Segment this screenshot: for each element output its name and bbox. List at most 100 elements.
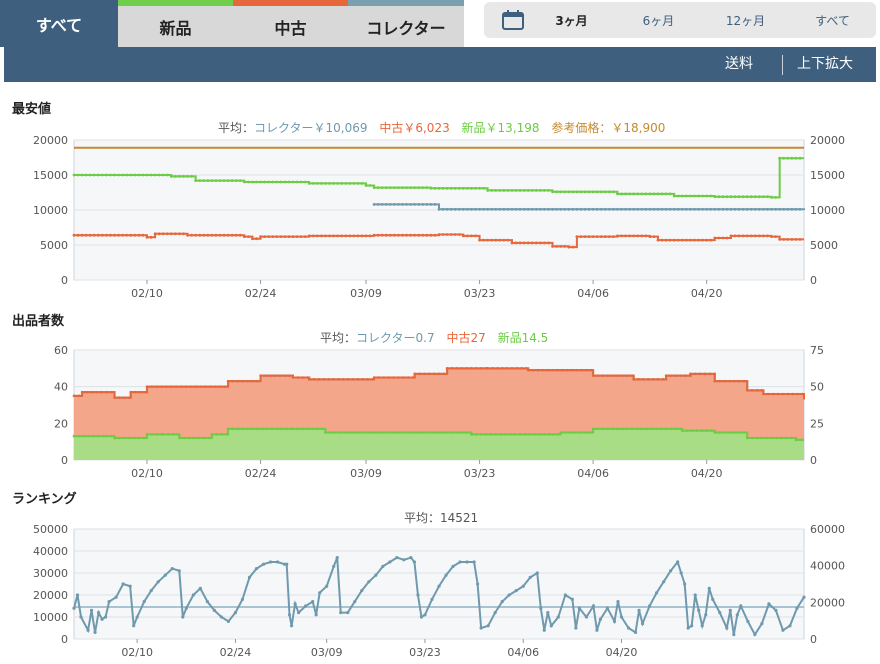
price-point-collector xyxy=(551,207,554,211)
price-legend-used[interactable]: 中古￥6,023 xyxy=(379,121,450,135)
price-point-collector xyxy=(490,207,494,211)
price-point-new xyxy=(121,173,125,177)
ranking-point xyxy=(149,589,153,593)
ranking-point xyxy=(612,619,617,623)
sellers-point-used xyxy=(786,392,790,396)
price-point-new xyxy=(770,196,773,199)
shipping-toggle[interactable]: 送料 xyxy=(725,56,753,72)
price-point-new xyxy=(660,192,664,196)
price-point-collector xyxy=(457,207,461,211)
sellers-point-new xyxy=(105,434,108,438)
sellers-point-used xyxy=(496,367,499,370)
sellers-point-new xyxy=(789,436,793,440)
price-chart[interactable]: 0 5000 10000 15000 20000 0 5000 10000 15000 20000… xyxy=(0,134,880,305)
price-point-collector xyxy=(425,203,429,206)
sellers-point-used xyxy=(199,385,202,388)
price-point-new xyxy=(762,195,765,199)
tab-new[interactable]: 新品 xyxy=(118,0,233,47)
price-point-used xyxy=(774,235,778,238)
price-point-used xyxy=(676,238,680,242)
ranking-point xyxy=(100,617,104,621)
price-point-collector xyxy=(494,207,498,211)
sellers-point-used xyxy=(105,390,108,394)
ranking-point xyxy=(476,582,480,586)
sellers-point-used xyxy=(90,390,94,394)
ranking-point xyxy=(584,615,589,619)
price-point-used xyxy=(141,233,145,237)
ranking-point xyxy=(718,611,722,615)
price-point-new xyxy=(169,175,173,178)
tab-all[interactable]: すべて xyxy=(0,0,118,47)
price-legend-new[interactable]: 新品￥13,198 xyxy=(461,121,540,135)
price-point-new xyxy=(291,180,295,184)
sellers-point-used xyxy=(621,374,624,377)
price-point-new xyxy=(88,173,92,177)
sellers-point-new xyxy=(745,436,749,440)
sellers-point-used xyxy=(470,367,473,370)
ranking-chart-title: ランキング xyxy=(12,492,77,507)
ranking-point xyxy=(626,626,631,630)
sellers-point-used xyxy=(637,378,640,381)
price-point-collector xyxy=(397,203,400,206)
price-point-new xyxy=(178,175,181,178)
sellers-point-used xyxy=(541,368,545,372)
ranking-point xyxy=(96,611,101,615)
sellers-point-new xyxy=(397,431,400,434)
price-point-collector xyxy=(563,207,567,211)
price-point-used xyxy=(636,234,640,238)
price-point-used xyxy=(319,234,323,238)
sellers-point-new xyxy=(270,427,274,431)
price-point-used xyxy=(283,235,287,238)
tab-used[interactable]: 中古 xyxy=(233,0,348,47)
sellers-point-new xyxy=(142,436,146,440)
sellers-point-new xyxy=(760,436,764,440)
sellers-point-used xyxy=(694,372,697,376)
price-point-used xyxy=(782,238,786,241)
range-6-months[interactable]: 6ヶ月 xyxy=(642,13,675,28)
sellers-xtick: 02/24 xyxy=(245,467,277,480)
ranking-point xyxy=(735,613,739,617)
price-legend-reference[interactable]: 参考価格：￥18,900 xyxy=(551,121,666,135)
price-point-used xyxy=(583,235,587,238)
sellers-point-new xyxy=(794,436,798,440)
sellers-legend-new[interactable]: 新品14.5 xyxy=(497,331,549,345)
ranking-point xyxy=(767,602,771,606)
sellers-point-new xyxy=(301,427,305,431)
price-point-used xyxy=(510,241,514,245)
price-point-used xyxy=(388,233,392,237)
price-point-used xyxy=(595,235,599,238)
price-point-new xyxy=(603,190,607,194)
price-point-collector xyxy=(478,207,481,211)
zoom-vertical-toggle[interactable]: 上下拡大 xyxy=(797,56,853,72)
range-12-months[interactable]: 12ヶ月 xyxy=(725,13,766,28)
price-point-used xyxy=(478,238,481,242)
price-point-new xyxy=(697,194,700,198)
range-all[interactable]: すべて xyxy=(815,13,850,28)
price-point-used xyxy=(299,235,303,238)
sellers-chart[interactable]: 0 20 40 60 0 25 50 75 02/10 02/24 03/09 03/23 04/06 0… xyxy=(0,344,880,485)
price-point-collector xyxy=(778,207,782,211)
ranking-point xyxy=(128,584,132,588)
sellers-point-used xyxy=(72,394,76,398)
sellers-point-used xyxy=(184,385,188,388)
price-point-collector xyxy=(680,207,684,211)
price-legend-collector[interactable]: コレクター￥10,069 xyxy=(254,121,368,135)
sellers-point-used xyxy=(406,376,410,379)
ranking-point xyxy=(240,597,245,601)
sellers-legend-used[interactable]: 中古27 xyxy=(446,331,486,345)
price-point-collector xyxy=(616,207,619,211)
price-point-used xyxy=(766,234,769,238)
sellers-point-new xyxy=(251,427,254,431)
ranking-point xyxy=(318,591,322,595)
tab-collector[interactable]: コレクター xyxy=(348,0,464,47)
ranking-chart[interactable]: 0 10000 20000 30000 40000 50000 0 20000 40000 600… xyxy=(0,523,880,664)
range-3-months[interactable]: 3ヶ月 xyxy=(555,13,588,28)
sellers-legend-collector[interactable]: コレクター0.7 xyxy=(356,331,435,345)
price-point-new xyxy=(417,186,421,189)
sellers-point-used xyxy=(611,374,614,377)
sellers-point-new xyxy=(685,429,689,432)
ranking-point xyxy=(226,619,231,623)
sellers-point-used xyxy=(129,390,133,394)
calendar-icon[interactable] xyxy=(498,2,528,38)
price-xtick: 03/23 xyxy=(464,287,496,300)
